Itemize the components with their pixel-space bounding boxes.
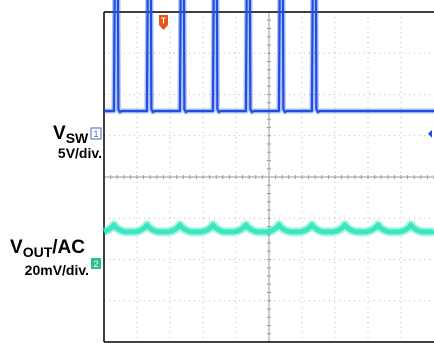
- channel-2-scale: 20mV/div.: [25, 262, 89, 278]
- channel-1-scale: 5V/div.: [58, 145, 102, 161]
- channel-2-trace: [102, 222, 434, 235]
- channel-2-badge: 2: [93, 259, 98, 269]
- channel-2-subscript: OUT: [23, 244, 53, 260]
- svg-text:VSW: VSW: [53, 123, 89, 146]
- trigger-marker: T: [159, 15, 168, 30]
- waveform-traces: [100, 0, 434, 237]
- channel-1-subscript: SW: [66, 130, 89, 146]
- channel-1-badge: 1: [93, 129, 98, 139]
- channel-2-suffix: /AC: [52, 237, 85, 258]
- channel-1-offset-marker: [428, 129, 432, 138]
- svg-text:VOUT/AC: VOUT/AC: [10, 237, 85, 260]
- channel-1-trace: [104, 0, 434, 114]
- channel-2-label: VOUT/AC 20mV/div. 2: [10, 237, 101, 278]
- plot-frame: [103, 11, 434, 343]
- grid-lines: [103, 11, 434, 343]
- channel-1-label: VSW 5V/div. 1: [53, 123, 102, 161]
- channel-1-name: V: [53, 123, 66, 144]
- channel-2-name: V: [10, 237, 23, 258]
- trigger-marker-label: T: [161, 17, 166, 26]
